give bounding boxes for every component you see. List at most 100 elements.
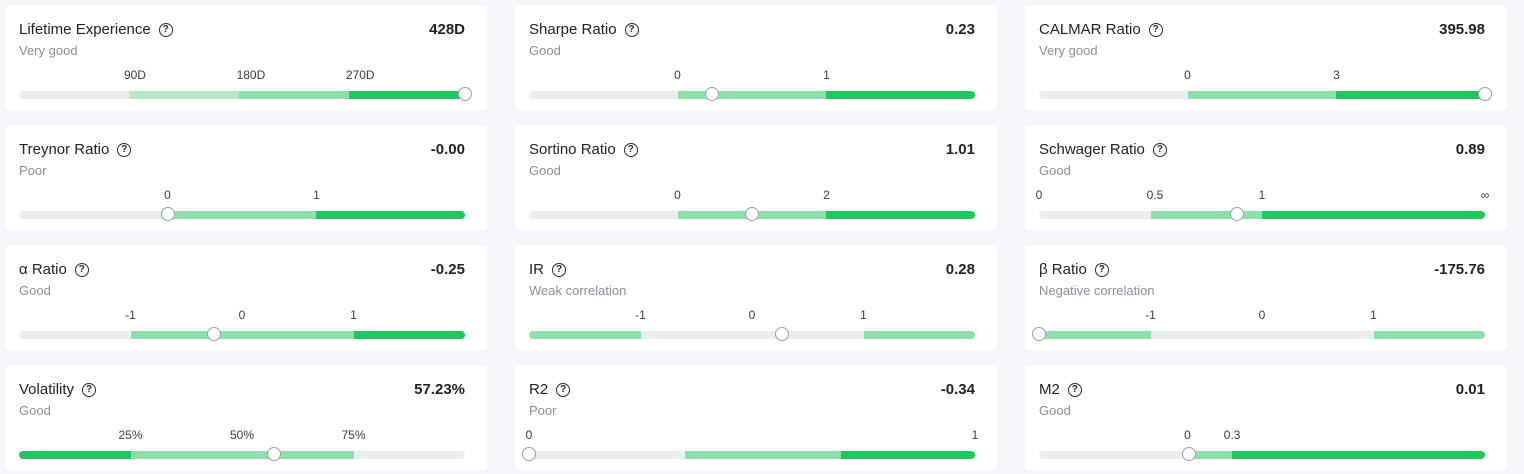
metric-title: α Ratio? xyxy=(19,261,89,279)
metric-card-r2: R2? -0.34 Poor 0 1 xyxy=(515,366,997,470)
metric-value: 1.01 xyxy=(945,141,975,158)
scale-tick-label: 1 xyxy=(823,68,830,82)
metric-card-treynor-ratio: Treynor Ratio? -0.00 Poor 0 1 xyxy=(5,126,487,230)
scale-segment xyxy=(1150,211,1262,219)
metric-name: Sharpe Ratio xyxy=(529,21,617,38)
help-icon[interactable]: ? xyxy=(1148,23,1163,37)
scale-thumb xyxy=(522,447,536,461)
metric-rating: Poor xyxy=(529,403,557,418)
metric-card-alpha-ratio: α Ratio? -0.25 Good -1 0 1 xyxy=(5,246,487,350)
metric-rating: Good xyxy=(529,43,561,58)
scale-segment xyxy=(238,91,350,99)
metric-title: β Ratio? xyxy=(1039,261,1109,279)
metric-card-beta-ratio: β Ratio? -175.76 Negative correlation -1 0 1 xyxy=(1025,246,1507,350)
metric-rating: Good xyxy=(529,163,561,178)
scale-thumb xyxy=(745,207,759,221)
metric-card-ir: IR? 0.28 Weak correlation -1 0 1 xyxy=(515,246,997,350)
scale-tick-label: 0 xyxy=(1258,308,1266,322)
metric-name: CALMAR Ratio xyxy=(1039,21,1141,38)
rating-scale-track: -1 0 1 xyxy=(19,308,465,341)
scale-segment xyxy=(1336,91,1485,99)
scale-segment xyxy=(316,211,465,219)
scale-tick-label: 0 xyxy=(238,308,246,322)
scale-segment xyxy=(349,91,465,99)
help-icon[interactable]: ? xyxy=(552,263,566,277)
scale-thumb xyxy=(705,87,720,101)
metric-card-sharpe-ratio: Sharpe Ratio? 0.23 Good 0 1 xyxy=(515,6,997,110)
help-icon[interactable]: ? xyxy=(74,263,89,277)
scale-segment xyxy=(353,331,465,339)
metric-rating: Very good xyxy=(19,43,78,58)
scale-tick-label: 0 xyxy=(525,428,533,442)
help-icon[interactable]: ? xyxy=(82,383,97,397)
help-icon[interactable]: ? xyxy=(624,23,639,37)
scale-tick-label: 2 xyxy=(823,188,830,202)
scale-segment xyxy=(19,451,131,459)
scale-thumb xyxy=(1478,87,1492,101)
metric-title: M2? xyxy=(1039,381,1082,399)
scale-tick-label: -1 xyxy=(125,308,136,322)
scale-thumb xyxy=(267,447,282,461)
rating-scale-track: 25% 50% 75% xyxy=(19,428,465,461)
help-icon[interactable]: ? xyxy=(1094,263,1109,277)
metric-rating: Negative correlation xyxy=(1039,283,1155,298)
scale-tick-label: 0 xyxy=(1184,68,1191,82)
scale-tick-label: 1 xyxy=(971,428,979,442)
scale-thumb xyxy=(1230,207,1245,221)
help-icon[interactable]: ? xyxy=(158,23,173,37)
scale-tick-label: 0 xyxy=(1035,188,1043,202)
scale-tick-label: 1 xyxy=(860,308,867,322)
scale-tick-label: 25% xyxy=(118,428,143,442)
metric-title: Schwager Ratio? xyxy=(1039,141,1167,159)
metric-rating: Good xyxy=(19,283,51,298)
scale-tick-label: 1 xyxy=(350,308,357,322)
scale-segment xyxy=(1187,91,1337,99)
help-icon[interactable]: ? xyxy=(1067,383,1082,397)
metric-name: Sortino Ratio xyxy=(529,141,616,158)
scale-segment xyxy=(1039,331,1151,339)
scale-segment xyxy=(167,211,317,219)
metric-card-m2: M2? 0.01 Good 0 0.3 xyxy=(1025,366,1507,470)
scale-tick-label: -1 xyxy=(1145,308,1156,322)
help-icon[interactable]: ? xyxy=(556,383,571,397)
metric-name: R2 xyxy=(529,381,549,398)
metric-title: Sharpe Ratio? xyxy=(529,21,639,39)
metric-card-sortino-ratio: Sortino Ratio? 1.01 Good 0 2 xyxy=(515,126,997,230)
metric-value: -0.34 xyxy=(940,381,975,398)
scale-segment xyxy=(677,91,827,99)
metric-value: -175.76 xyxy=(1434,261,1485,278)
help-icon[interactable]: ? xyxy=(1152,143,1167,157)
metric-value: -0.00 xyxy=(430,141,465,158)
scale-tick-label: 75% xyxy=(341,428,366,442)
metric-rating: Poor xyxy=(19,163,47,178)
scale-tick-label: 180D xyxy=(236,68,266,82)
scale-segment xyxy=(863,331,975,339)
metric-name: M2 xyxy=(1039,381,1060,398)
metric-value: 428D xyxy=(429,21,465,38)
scale-tick-label: 1 xyxy=(1370,308,1377,322)
metric-title: R2? xyxy=(529,381,571,399)
metric-name: Volatility xyxy=(19,381,75,398)
scale-tick-label: 0 xyxy=(674,68,681,82)
scale-tick-label: 0 xyxy=(674,188,681,202)
metric-name: α Ratio xyxy=(19,261,67,278)
rating-scale-track: 0 0.5 1 ∞ xyxy=(1036,188,1489,221)
scale-segment xyxy=(529,331,641,339)
scale-tick-label: 0 xyxy=(164,188,171,202)
scale-tick-label: 1 xyxy=(1258,188,1266,202)
scale-segment xyxy=(130,331,354,339)
metric-value: 57.23% xyxy=(414,381,465,398)
metric-title: Sortino Ratio? xyxy=(529,141,638,159)
scale-tick-label: -1 xyxy=(635,308,646,322)
scale-tick-label: 270D xyxy=(345,68,375,82)
scale-tick-label: ∞ xyxy=(1480,188,1490,202)
metric-value: 395.98 xyxy=(1439,21,1485,38)
scale-tick-label: 0.3 xyxy=(1223,428,1241,442)
help-icon[interactable]: ? xyxy=(623,143,638,157)
help-icon[interactable]: ? xyxy=(117,143,132,157)
metric-title: CALMAR Ratio? xyxy=(1039,21,1163,39)
